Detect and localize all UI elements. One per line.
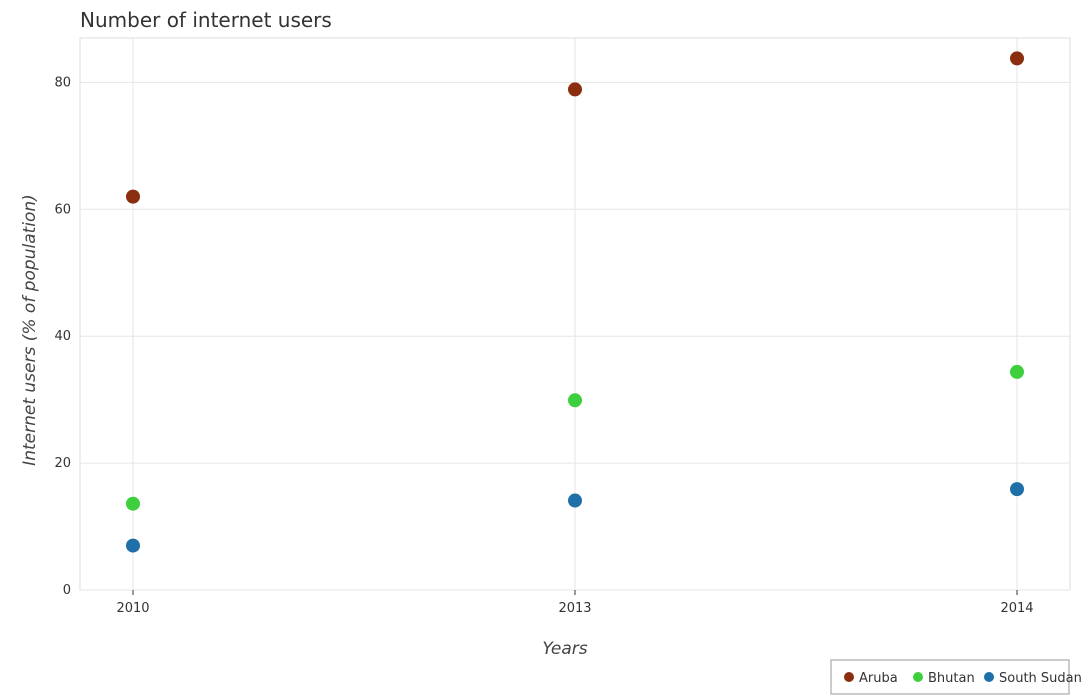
point-south-sudan xyxy=(1010,482,1024,497)
legend: Aruba Bhutan South Sudan xyxy=(830,659,1081,695)
y-tick-labels: 0 20 40 60 80 xyxy=(54,75,71,598)
legend-label: South Sudan xyxy=(999,671,1081,686)
x-axis-label: Years xyxy=(542,639,587,659)
chart-title: Number of internet users xyxy=(80,8,332,32)
legend-label: Bhutan xyxy=(928,671,975,686)
point-south-sudan xyxy=(568,493,582,508)
legend-marker xyxy=(844,672,854,682)
legend-marker xyxy=(913,672,923,682)
point-aruba xyxy=(568,82,582,97)
x-tick-labels: 2010 2013 2014 xyxy=(116,590,1034,616)
y-tick-label: 60 xyxy=(54,202,71,217)
x-tick-label: 2010 xyxy=(116,601,149,616)
point-bhutan xyxy=(1010,364,1024,379)
point-aruba xyxy=(1010,51,1024,66)
y-tick-label: 20 xyxy=(54,456,71,471)
x-tick-label: 2014 xyxy=(1000,601,1033,616)
point-bhutan xyxy=(126,496,140,511)
grid-lines xyxy=(80,38,1070,591)
y-tick-label: 40 xyxy=(54,329,71,344)
data-points xyxy=(126,51,1024,553)
point-south-sudan xyxy=(126,538,140,553)
x-tick-label: 2013 xyxy=(558,601,591,616)
y-tick-label: 80 xyxy=(54,75,71,90)
point-bhutan xyxy=(568,393,582,408)
point-aruba xyxy=(126,189,140,204)
y-axis-label: Internet users (% of population) xyxy=(20,194,40,466)
y-tick-label: 0 xyxy=(63,583,71,598)
legend-label: Aruba xyxy=(859,671,898,686)
legend-marker xyxy=(984,672,994,682)
